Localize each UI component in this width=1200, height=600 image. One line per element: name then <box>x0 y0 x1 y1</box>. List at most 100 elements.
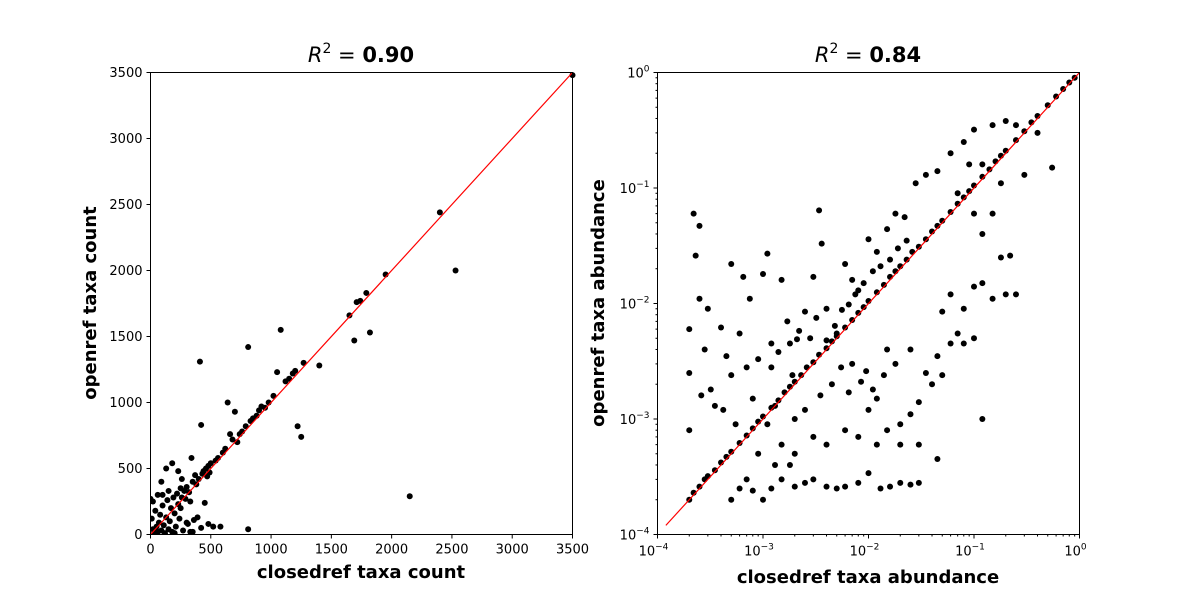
data-point <box>183 519 190 526</box>
data-point <box>887 483 894 490</box>
data-point <box>865 406 872 413</box>
data-point <box>205 520 212 527</box>
data-point <box>1021 171 1028 178</box>
data-point <box>187 498 194 505</box>
data-point <box>979 161 986 168</box>
data-point <box>728 448 735 455</box>
data-point <box>1044 102 1051 109</box>
data-point <box>217 523 224 530</box>
data-point <box>849 276 856 283</box>
data-point <box>979 416 986 422</box>
data-point <box>698 392 705 399</box>
data-point <box>696 295 703 302</box>
y-tick-label: 10−3 <box>620 411 650 428</box>
y-tick-label: 2500 <box>109 198 142 213</box>
data-point <box>828 381 835 388</box>
data-point <box>810 476 817 483</box>
data-point <box>865 470 872 477</box>
data-point <box>178 476 185 483</box>
data-point <box>989 122 996 129</box>
data-point <box>818 240 825 247</box>
data-point <box>749 425 756 432</box>
data-point <box>954 190 961 197</box>
data-point <box>720 406 727 413</box>
data-point <box>755 450 762 457</box>
data-point <box>1034 129 1041 136</box>
data-point <box>760 496 766 503</box>
y-tick-label: 10−2 <box>620 296 650 313</box>
data-point <box>755 356 762 363</box>
data-point <box>954 200 961 207</box>
data-point <box>922 370 929 377</box>
x-tick-label: 0 <box>146 543 154 558</box>
data-point <box>786 461 793 468</box>
data-point <box>707 386 714 393</box>
data-point <box>833 330 840 337</box>
data-point <box>245 344 252 351</box>
left-chart-title: R2 = 0.90 <box>308 41 414 67</box>
data-point <box>947 150 954 157</box>
data-point <box>823 441 830 448</box>
data-point <box>934 168 941 175</box>
data-point <box>1053 93 1060 100</box>
data-point <box>947 208 954 215</box>
data-point <box>452 267 459 274</box>
data-point <box>171 510 178 517</box>
data-point <box>163 465 170 472</box>
data-point <box>728 260 735 267</box>
data-point <box>855 479 862 486</box>
left-axes-frame <box>150 72 573 535</box>
y-tick-label: 1500 <box>109 330 142 345</box>
data-point <box>159 502 166 509</box>
data-point <box>842 427 849 434</box>
right-identity-line <box>665 72 1080 526</box>
data-point <box>823 337 830 344</box>
data-point <box>231 408 238 415</box>
data-point <box>152 507 159 514</box>
data-point <box>180 527 187 534</box>
data-point <box>690 489 697 496</box>
data-point <box>801 479 808 486</box>
data-point <box>915 243 922 250</box>
data-point <box>772 461 779 468</box>
data-point <box>169 460 176 467</box>
x-tick-label: 2500 <box>435 543 468 558</box>
data-point <box>855 433 862 440</box>
data-point <box>810 359 817 366</box>
data-point <box>793 336 800 343</box>
data-point <box>907 346 914 353</box>
data-point <box>897 421 904 428</box>
data-point <box>860 304 867 311</box>
x-tick-label: 1000 <box>255 543 288 558</box>
data-point <box>892 360 899 367</box>
left-identity-line <box>150 72 573 535</box>
data-point <box>189 528 196 535</box>
data-point <box>947 340 954 347</box>
data-point <box>736 439 743 446</box>
data-point <box>939 372 946 379</box>
data-point <box>768 364 775 371</box>
data-point <box>224 399 231 406</box>
data-point <box>366 329 373 336</box>
data-point <box>842 483 849 490</box>
data-point <box>1021 128 1028 135</box>
data-point <box>158 478 165 485</box>
data-point <box>855 309 862 316</box>
x-tick-label: 10−3 <box>744 543 774 560</box>
data-point <box>877 485 884 492</box>
data-point <box>858 378 865 385</box>
data-point <box>842 324 849 331</box>
data-point <box>997 254 1004 261</box>
data-point <box>842 260 849 267</box>
data-point <box>701 346 708 353</box>
data-point <box>406 493 413 500</box>
data-point <box>160 522 167 529</box>
data-point <box>201 499 208 506</box>
data-point <box>887 256 894 263</box>
data-point <box>363 289 370 296</box>
data-point <box>791 450 798 457</box>
data-point <box>989 295 996 302</box>
data-point <box>960 194 967 201</box>
data-point <box>971 210 977 217</box>
data-point <box>852 291 859 298</box>
